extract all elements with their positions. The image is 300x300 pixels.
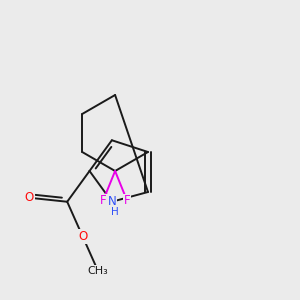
Text: O: O	[78, 230, 87, 243]
Text: CH₃: CH₃	[88, 266, 109, 276]
Text: N: N	[107, 195, 116, 208]
Text: F: F	[124, 194, 130, 207]
Text: H: H	[111, 207, 119, 217]
Text: F: F	[100, 194, 106, 207]
Text: O: O	[25, 191, 34, 204]
